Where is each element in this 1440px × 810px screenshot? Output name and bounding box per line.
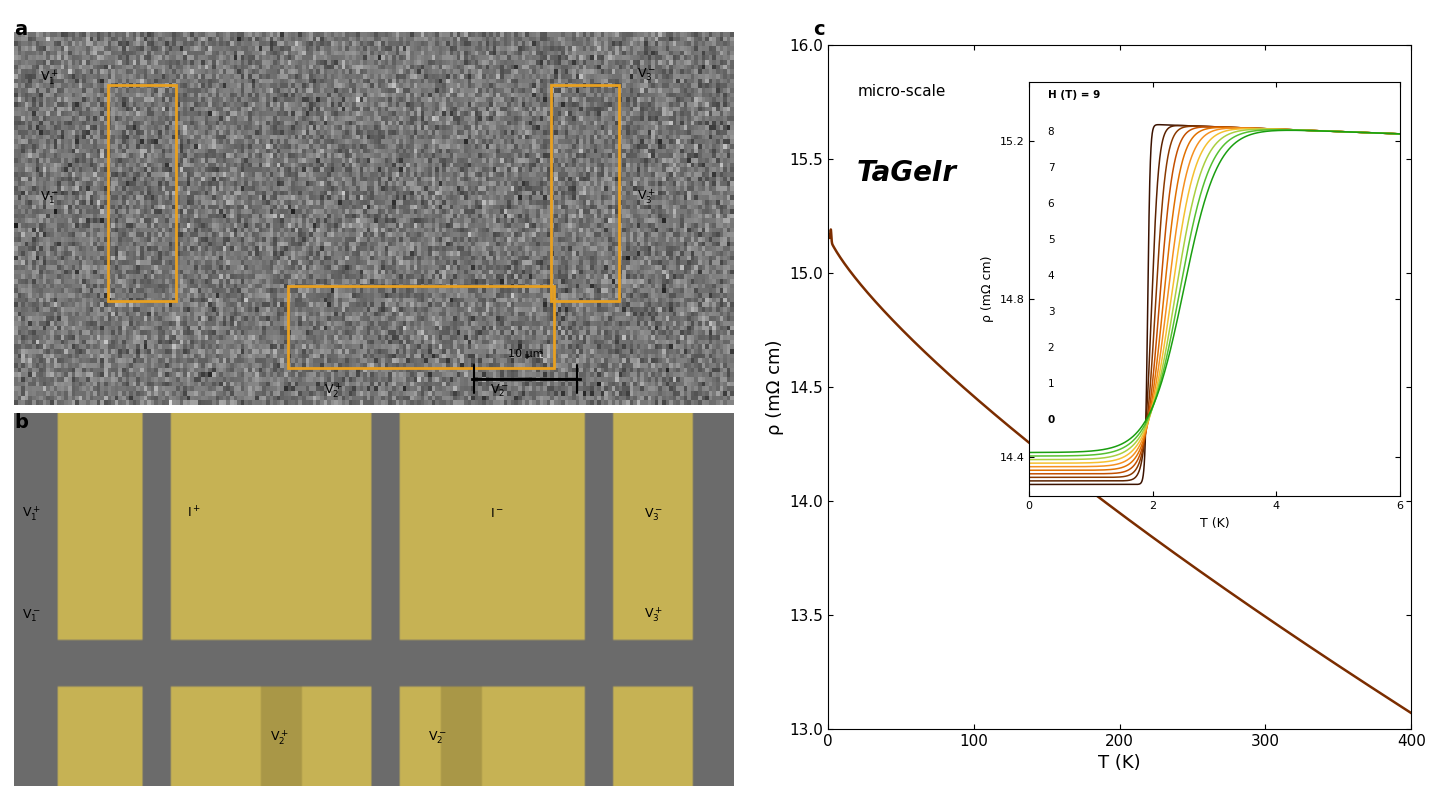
Text: V$_2^-$: V$_2^-$: [490, 383, 508, 399]
Text: TaGeIr: TaGeIr: [857, 160, 958, 187]
Text: c: c: [814, 20, 825, 39]
Text: V$_3^+$: V$_3^+$: [636, 187, 657, 206]
Bar: [550, 84, 619, 301]
Text: V$_1^+$: V$_1^+$: [22, 505, 40, 523]
Text: b: b: [14, 413, 29, 432]
Text: V$_3^+$: V$_3^+$: [645, 605, 664, 624]
Bar: [288, 286, 554, 368]
Text: micro-scale: micro-scale: [857, 84, 946, 99]
Text: I$^+$: I$^+$: [187, 505, 202, 521]
Text: V$_3^-$: V$_3^-$: [645, 506, 664, 523]
Text: 10 μm: 10 μm: [508, 348, 543, 359]
Text: V$_2^+$: V$_2^+$: [324, 381, 343, 399]
Text: V$_1^+$: V$_1^+$: [40, 68, 59, 87]
Text: V$_1^-$: V$_1^-$: [22, 607, 40, 624]
Text: I$^-$: I$^-$: [490, 507, 504, 521]
Text: V$_2^+$: V$_2^+$: [271, 728, 289, 747]
X-axis label: T (K): T (K): [1099, 754, 1140, 773]
Text: a: a: [14, 20, 27, 39]
Y-axis label: ρ (mΩ cm): ρ (mΩ cm): [766, 339, 783, 434]
Text: V$_2^-$: V$_2^-$: [428, 730, 448, 747]
Bar: [108, 84, 177, 301]
Text: V$_3^-$: V$_3^-$: [636, 66, 657, 83]
Text: V$_1^-$: V$_1^-$: [40, 189, 59, 206]
